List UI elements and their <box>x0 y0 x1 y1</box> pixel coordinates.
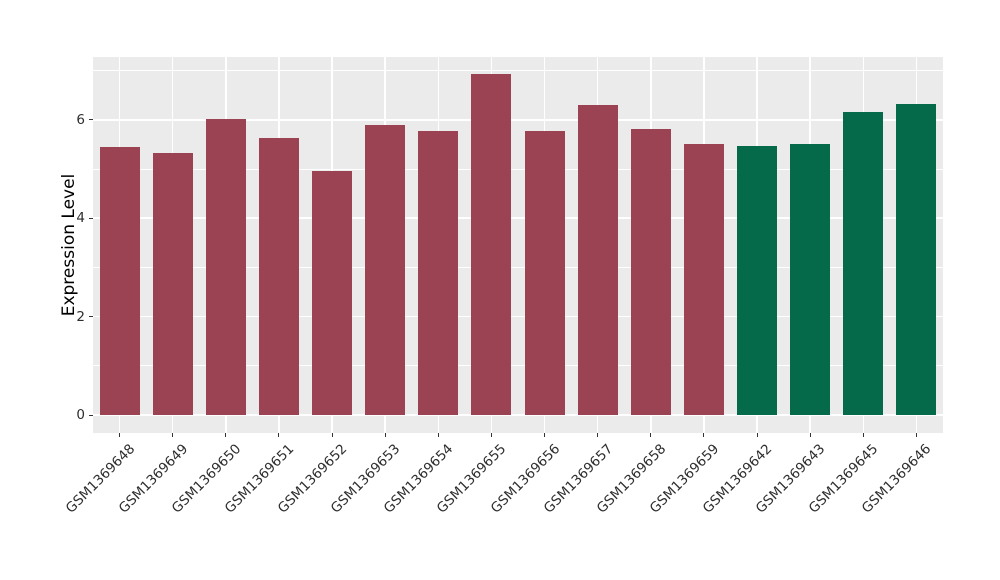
bar-GSM1369656 <box>524 130 565 415</box>
major-gridline-y <box>93 414 943 416</box>
x-tick-mark <box>119 433 121 437</box>
y-tick-label: 2 <box>76 308 85 325</box>
bar-GSM1369649 <box>152 152 193 415</box>
x-tick-mark <box>809 433 811 437</box>
bar-GSM1369646 <box>896 103 937 415</box>
bar-GSM1369658 <box>630 128 671 415</box>
x-tick-mark <box>437 433 439 437</box>
y-tick-label: 0 <box>76 407 85 423</box>
x-tick-mark <box>597 433 599 437</box>
x-tick-mark <box>331 433 333 437</box>
y-tick-label: 6 <box>76 111 85 128</box>
bar-GSM1369653 <box>365 125 406 415</box>
x-tick-mark <box>225 433 227 437</box>
bar-GSM1369652 <box>312 170 353 415</box>
y-tick-mark <box>89 316 93 318</box>
major-gridline-y <box>93 315 943 318</box>
bar-GSM1369645 <box>843 111 884 415</box>
bar-GSM1369648 <box>99 146 140 415</box>
x-tick-mark <box>278 433 280 437</box>
major-gridline-y <box>93 119 943 121</box>
bar-GSM1369659 <box>683 144 724 415</box>
y-axis-title: Expression Level <box>59 173 79 317</box>
bar-GSM1369655 <box>471 74 512 415</box>
minor-gridline-y <box>93 168 943 170</box>
bar-GSM1369650 <box>205 119 246 415</box>
minor-gridline-y <box>93 70 943 72</box>
y-tick-mark <box>89 217 93 219</box>
x-tick-mark <box>384 433 386 437</box>
y-tick-label: 4 <box>76 210 85 227</box>
x-tick-mark <box>650 433 652 437</box>
bar-GSM1369643 <box>790 144 831 415</box>
y-tick-mark <box>89 414 93 416</box>
y-tick-mark <box>89 119 93 121</box>
x-tick-mark <box>172 433 174 437</box>
minor-gridline-y <box>93 365 943 367</box>
bar-GSM1369642 <box>737 145 778 415</box>
bar-GSM1369657 <box>577 105 618 415</box>
bar-GSM1369654 <box>418 131 459 415</box>
x-tick-mark <box>756 433 758 437</box>
x-tick-mark <box>862 433 864 437</box>
x-tick-mark <box>703 433 705 437</box>
major-gridline-y <box>93 217 943 220</box>
minor-gridline-y <box>93 267 943 268</box>
plot-panel <box>93 57 943 433</box>
bar-GSM1369651 <box>258 137 299 415</box>
x-tick-mark <box>915 433 917 437</box>
x-tick-mark <box>544 433 546 437</box>
x-tick-mark <box>490 433 492 437</box>
